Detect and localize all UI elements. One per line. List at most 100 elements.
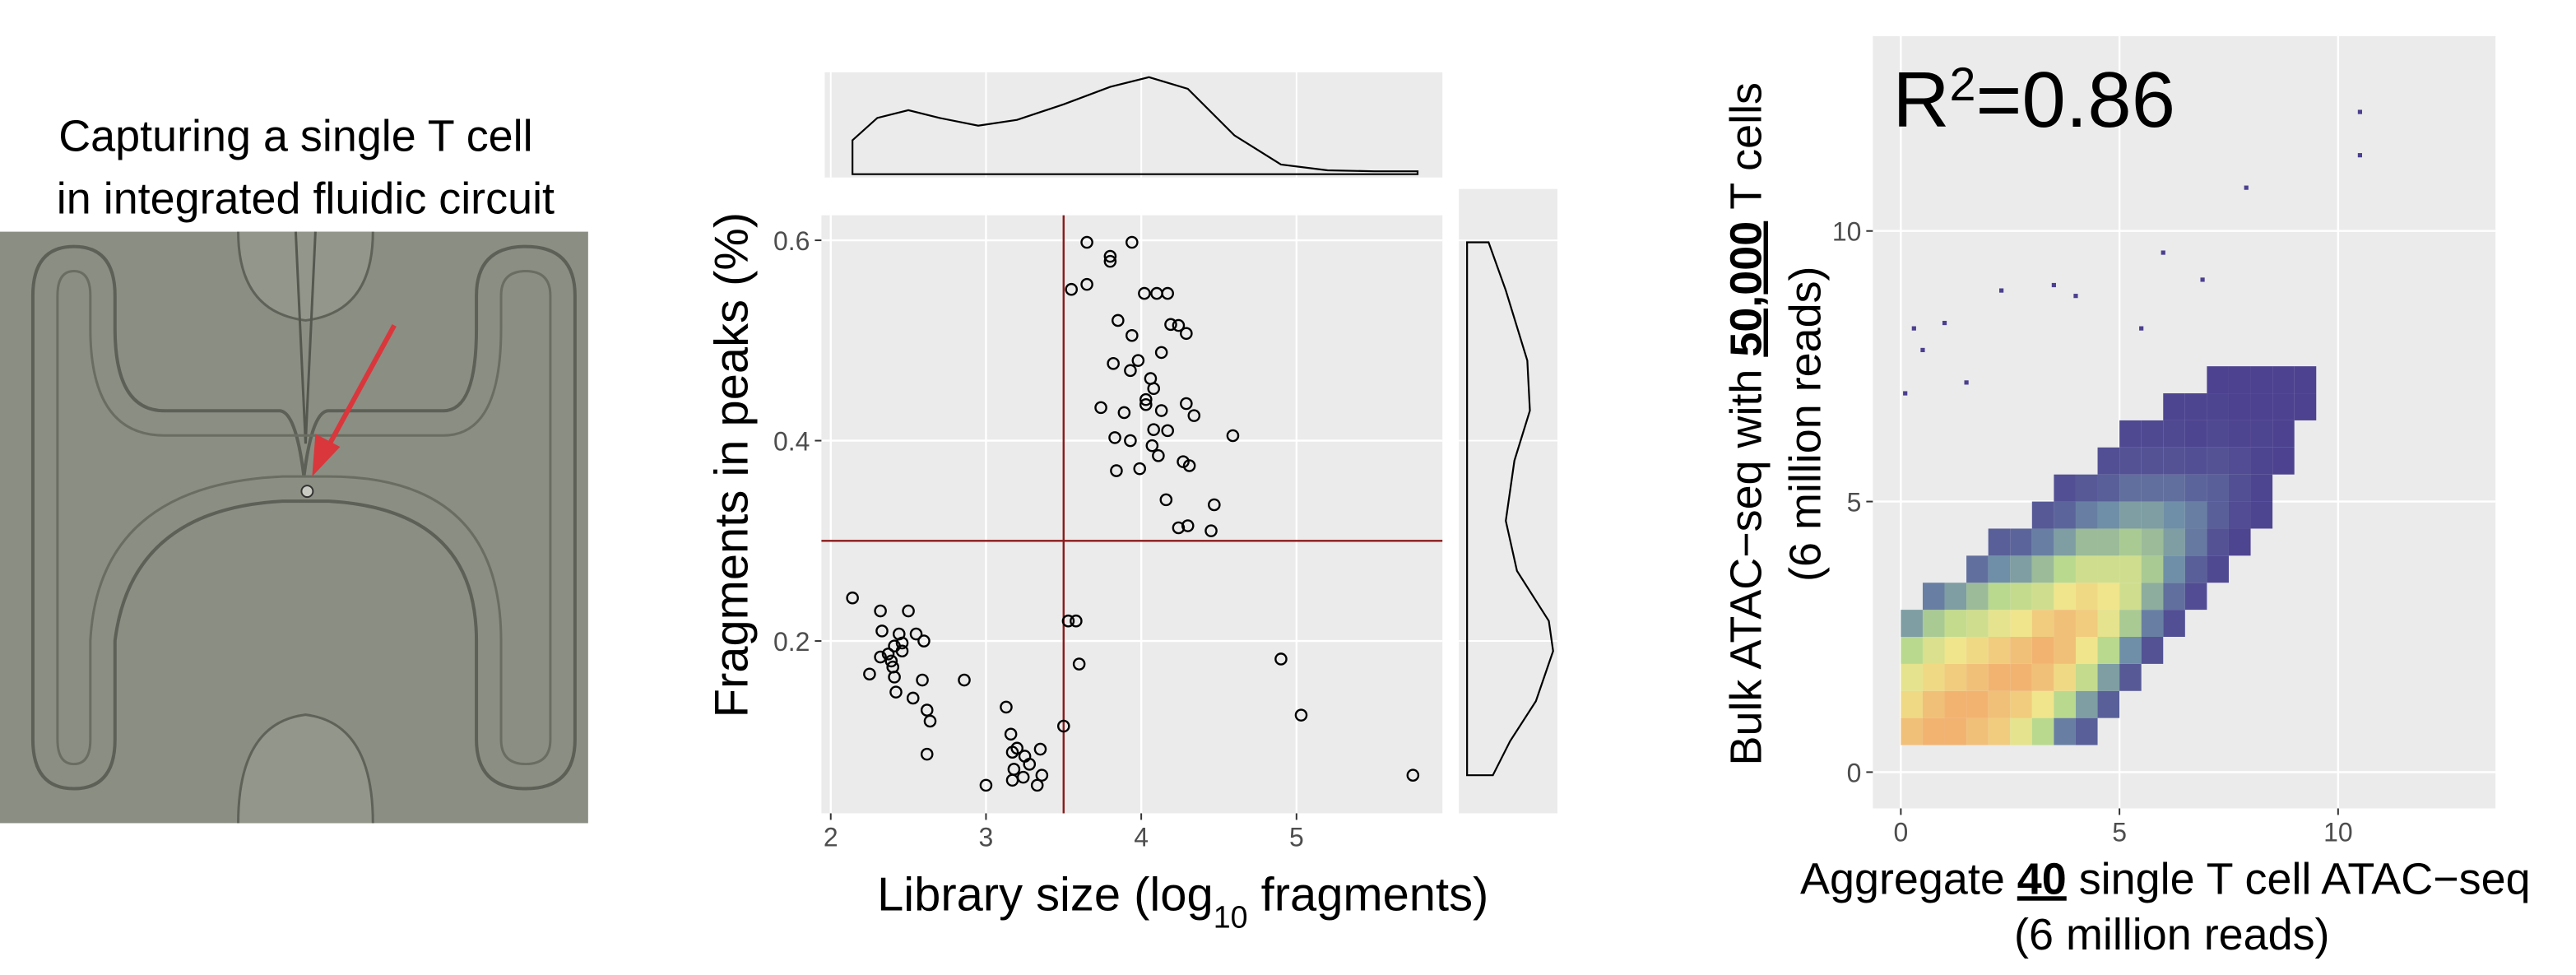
bin [2228,501,2251,529]
point [895,644,909,658]
bin [2163,474,2185,502]
point [920,747,934,761]
bin [1988,663,2011,691]
bin [2097,610,2120,637]
bin [2163,610,2185,637]
point [909,627,923,641]
point [1124,434,1137,448]
point [1107,357,1120,370]
bin [1988,528,2011,556]
outlier-bin [1920,347,1925,353]
bin [2010,583,2032,611]
bin [2141,583,2164,611]
bin [2228,393,2251,420]
bin [1988,583,2011,611]
bin [2031,690,2054,718]
label-part: 2 [1950,58,1976,111]
point [979,778,993,792]
point [1072,657,1086,671]
bin [2228,447,2251,475]
point [1131,354,1145,367]
bin [2228,474,2251,502]
point [1152,449,1165,462]
point [1139,397,1153,411]
outlier-bin [2073,294,2078,299]
bin [2163,420,2185,448]
bin [2207,420,2229,448]
bin [2184,555,2207,583]
point [1117,406,1131,420]
x-tick-label: 2 [824,822,838,852]
point [923,714,937,728]
bin [1966,663,1989,691]
bin [2228,366,2251,394]
outlier-bin [2139,326,2144,331]
bin [2097,663,2120,691]
density-line [852,76,1419,175]
point [1103,254,1117,268]
point [1180,327,1193,341]
point [1172,521,1186,535]
plot-bg [821,215,1443,814]
point [1182,459,1196,472]
point [1172,318,1186,332]
bin [1901,717,1923,745]
bin [2031,501,2054,529]
bin [2075,663,2098,691]
point [1005,773,1019,787]
y-tick-label: 5 [1847,488,1862,518]
point [1147,423,1161,436]
point [1080,235,1093,249]
panel-title: Capturing a single T cell [58,112,532,161]
point [1187,409,1201,422]
point [1164,318,1177,332]
bin [1944,610,1967,637]
bin [1901,636,1923,664]
label-part: 40 [2017,854,2067,903]
x-axis-label: (6 million reads) [2014,910,2329,959]
bin [2250,447,2273,475]
label-part: =0.86 [1976,56,2175,144]
bin [2141,528,2164,556]
bin [2207,366,2229,394]
y-tick-label: 0.6 [773,226,810,256]
label-part: single T cell ATAC−seq [2067,854,2531,903]
bin [2141,555,2164,583]
point [881,648,895,661]
bin [1988,717,2011,745]
point [916,673,929,687]
point [1000,700,1013,714]
bin [2184,474,2207,502]
bin [2097,583,2120,611]
y-tick-label: 0.4 [773,427,810,457]
bin [2272,366,2295,394]
bin [2163,393,2185,420]
x-axis-label: Aggregate 40 single T cell ATAC−seq [1800,854,2531,903]
outlier-bin [2200,277,2205,282]
bin [1922,610,1945,637]
bin [2075,636,2098,664]
bin [2097,636,2120,664]
bin [2163,528,2185,556]
bin [2075,690,2098,718]
bin [1922,717,1945,745]
point [1274,652,1288,666]
bin [1966,583,1989,611]
outlier-bin [2244,185,2249,190]
point [1112,313,1125,327]
point [1065,282,1078,296]
bin [2031,610,2054,637]
bin [1966,555,1989,583]
bin [1922,663,1945,691]
bin [2184,447,2207,475]
point [1138,286,1151,300]
outlier-bin [1942,320,1947,326]
bin [2207,555,2229,583]
bin [2207,447,2229,475]
point [1161,424,1174,438]
point [1004,727,1018,741]
point [1103,249,1117,263]
bin [2119,420,2142,448]
bin [2031,717,2054,745]
